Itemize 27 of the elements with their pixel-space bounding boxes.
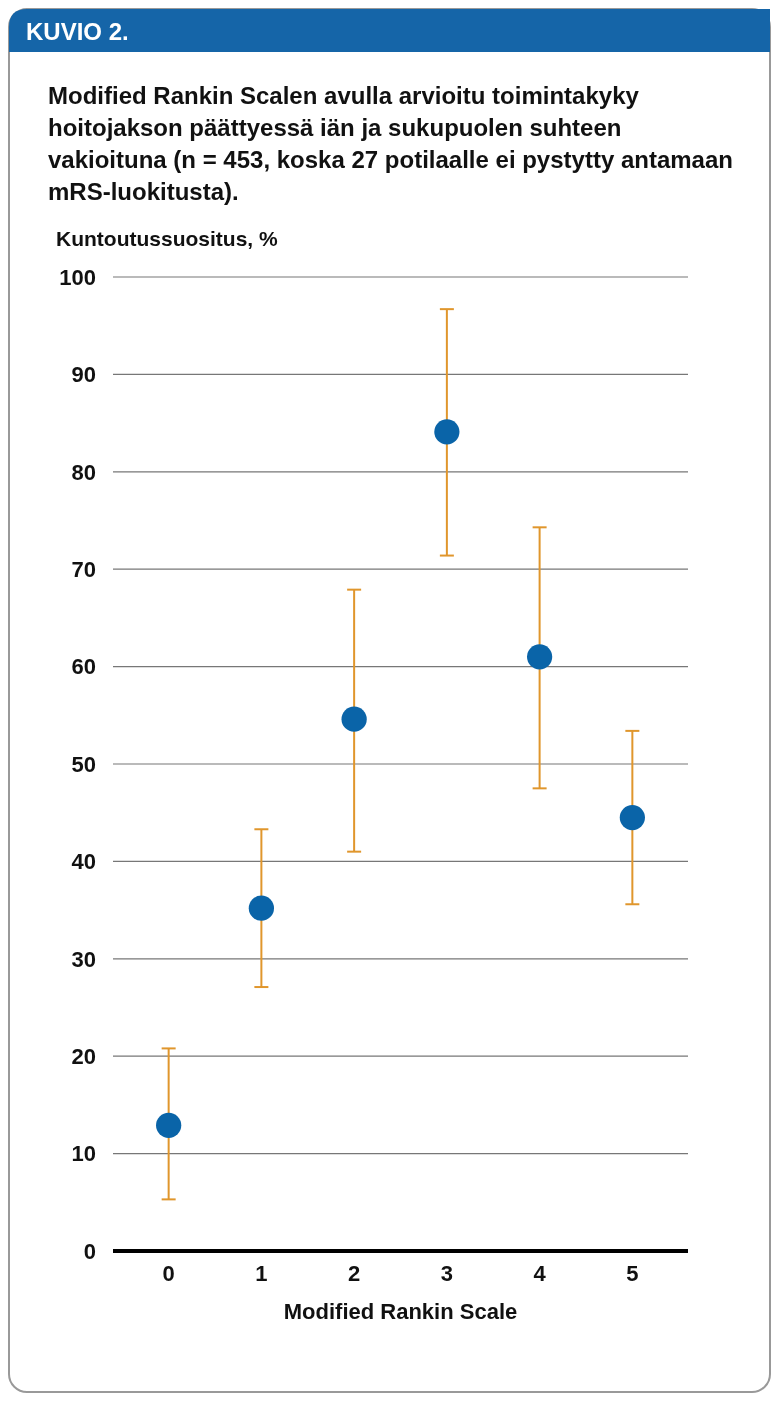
y-tick-label: 10 (71, 1141, 96, 1167)
y-tick-label: 100 (59, 264, 96, 290)
x-tick-label: 2 (348, 1261, 361, 1286)
x-tick-label: 5 (626, 1261, 639, 1286)
y-tick-label: 90 (71, 362, 96, 388)
y-tick-label: 80 (71, 459, 96, 485)
x-tick-label: 4 (533, 1261, 547, 1286)
point (619, 804, 645, 831)
y-axis-title: Kuntoutussuositus, % (56, 227, 278, 250)
point (434, 419, 460, 445)
y-tick-label: 60 (71, 654, 96, 680)
point (156, 1112, 182, 1138)
x-tick-label: 1 (255, 1261, 268, 1286)
x-tick-label: 0 (162, 1261, 175, 1286)
chart-subtitle: Modified Rankin Scalen avulla arvioitu toimintakyky hoitojakson päättyessä iän ja sukupuolen suhteen vakioituna (n = 453, koska 27 potilaalle ei pystytty antamaan mRS-luokitusta). (48, 82, 733, 205)
x-tick-label: 3 (440, 1261, 453, 1286)
y-tick-label: 40 (71, 849, 96, 875)
point (248, 895, 274, 921)
y-tick-label: 0 (83, 1238, 96, 1264)
point (341, 706, 367, 732)
point (527, 644, 553, 670)
chart-title: KUVIO 2. (26, 18, 129, 45)
y-tick-label: 70 (71, 556, 96, 582)
y-tick-label: 20 (71, 1043, 96, 1069)
y-tick-label: 50 (71, 751, 96, 777)
y-tick-label: 30 (71, 946, 96, 972)
x-axis-title: Modified Rankin Scale (283, 1299, 518, 1324)
